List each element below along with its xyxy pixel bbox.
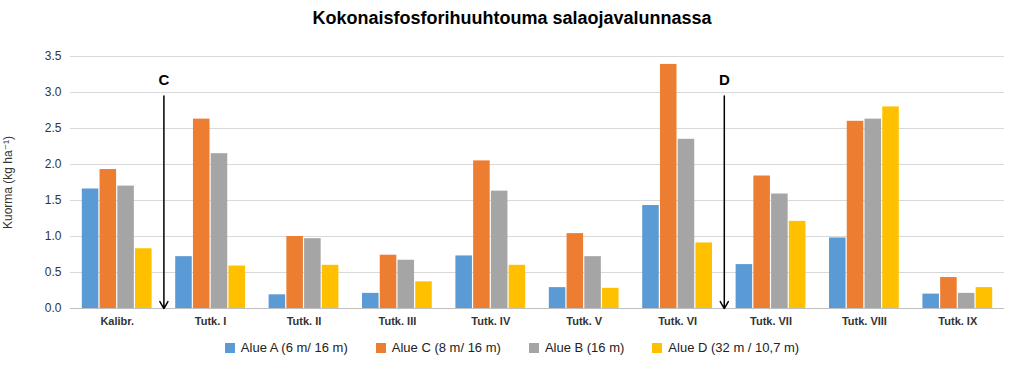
svg-text:Tutk. III: Tutk. III (379, 315, 417, 327)
svg-text:Kalibr.: Kalibr. (100, 315, 134, 327)
svg-text:Tutk. VII: Tutk. VII (750, 315, 792, 327)
svg-text:Kuorma (kg ha⁻¹): Kuorma (kg ha⁻¹) (1, 136, 15, 229)
html-text:Alue D (32 m / 10,7 m): Alue D (32 m / 10,7 m) (668, 340, 800, 355)
svg-text:Tutk. VI: Tutk. VI (658, 315, 697, 327)
svg-text:Tutk. II: Tutk. II (287, 315, 322, 327)
svg-text:0.0: 0.0 (45, 301, 62, 315)
html-text:Alue A (6 m/ 16 m): Alue A (6 m/ 16 m) (240, 340, 348, 355)
svg-text:Tutk. I: Tutk. I (195, 315, 227, 327)
svg-text:Tutk. V: Tutk. V (566, 315, 603, 327)
html-text:Alue B (16 m): Alue B (16 m) (544, 340, 625, 355)
svg-text:0.5: 0.5 (45, 265, 62, 279)
html-text:Alue C (8 m/ 16 m): Alue C (8 m/ 16 m) (391, 340, 501, 355)
svg-text:D: D (719, 71, 730, 88)
svg-text:1.0: 1.0 (45, 229, 62, 243)
svg-text:C: C (158, 71, 169, 88)
svg-text:1.5: 1.5 (45, 193, 62, 207)
svg-text:Tutk. IX: Tutk. IX (938, 315, 978, 327)
svg-text:3.5: 3.5 (45, 49, 62, 63)
svg-text:2.0: 2.0 (45, 157, 62, 171)
svg-text:Tutk. IV: Tutk. IV (471, 315, 511, 327)
svg-text:3.0: 3.0 (45, 85, 62, 99)
svg-text:2.5: 2.5 (45, 121, 62, 135)
html-text:Kokonaisfosforihuuhtouma salao: Kokonaisfosforihuuhtouma salaojavalunnas… (312, 8, 712, 28)
svg-text:Tutk. VIII: Tutk. VIII (842, 315, 887, 327)
